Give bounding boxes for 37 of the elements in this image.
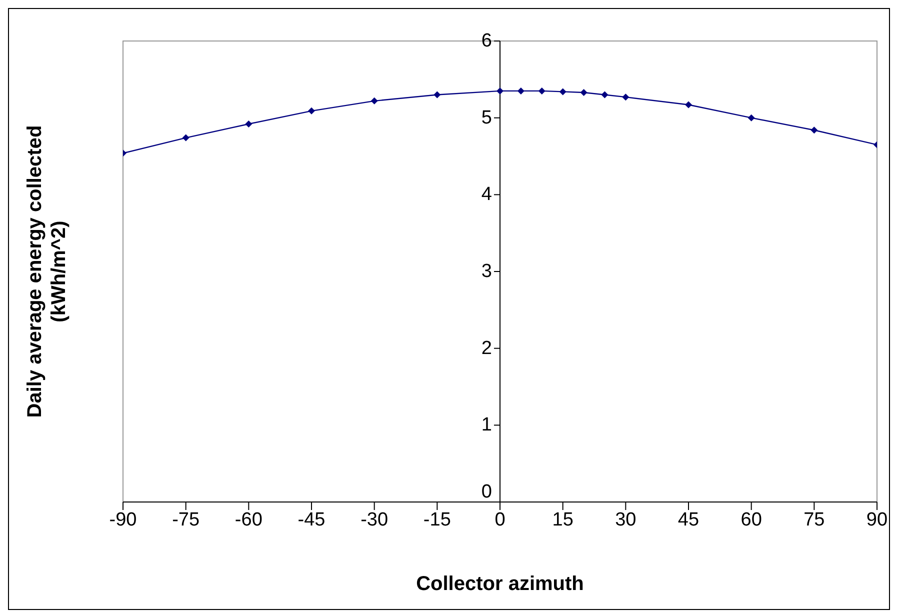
point [685,101,692,108]
point [496,87,504,94]
x-tick-label: 30 [615,509,636,530]
x-tick-label: 15 [552,509,574,530]
y-tick-label: 4 [481,184,492,206]
x-tick-label: 60 [740,509,762,530]
x-tick-label: -90 [109,509,137,530]
x-tick-label: 75 [804,509,825,530]
point [434,91,441,98]
point [517,87,524,94]
x-tick-label: -75 [172,509,200,530]
y-tick-label: 5 [481,107,492,128]
x-tick-label: -15 [423,509,451,530]
point [601,91,608,98]
point [559,88,566,96]
x-tick-label: -60 [234,509,262,530]
y-axis-title: Daily average energy collected (kWh/m^2) [24,125,70,418]
x-tick-label: -30 [360,509,388,530]
y-tick-label: 0 [481,482,492,502]
point [245,120,252,128]
point [370,97,378,104]
x-tick-label: 0 [494,509,506,530]
point [810,126,818,134]
point [538,87,546,94]
x-axis-title: Collector azimuth [416,573,584,595]
point [182,134,190,142]
point [622,94,630,101]
x-tick-label: 90 [866,509,888,530]
point [580,88,588,96]
y-tick-label: 1 [481,414,492,436]
point [308,107,315,114]
x-tick-label: -45 [298,509,326,530]
y-tick-label: 6 [481,30,492,52]
x-tick-label: 45 [678,509,700,530]
y-tick-label: 2 [481,338,492,359]
y-tick-label: 3 [481,261,492,282]
point [748,114,755,122]
